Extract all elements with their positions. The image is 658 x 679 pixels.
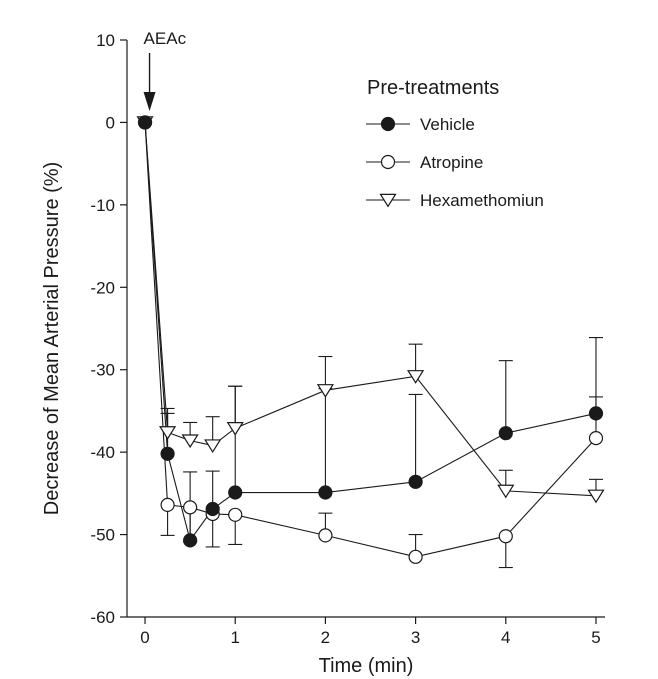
atropine-point (160, 497, 175, 512)
vehicle-point (318, 485, 333, 500)
y-tick-label: -10 (90, 196, 115, 215)
legend-title: Pre-treatments (367, 77, 499, 99)
vehicle-point (183, 533, 198, 548)
y-axis-title: Decrease of Mean Arterial Pressure (%) (41, 162, 63, 515)
annotation-arrow-head (143, 92, 156, 111)
atropine-point (380, 154, 396, 170)
x-tick-label: 0 (140, 628, 149, 647)
hexamethomiun-point (407, 370, 425, 384)
legend-entry-atropine: Atropine (366, 153, 483, 172)
hexamethomiun-point (204, 439, 222, 454)
atropine-point (588, 431, 604, 446)
y-tick-label: -40 (90, 443, 115, 462)
y-tick-label: -20 (90, 278, 115, 297)
x-tick-label: 3 (411, 628, 420, 647)
hexamethomiun-point (497, 484, 515, 499)
plot-area (136, 115, 605, 569)
hexamethomiun-point (226, 422, 244, 436)
hexamethomiun-point (316, 384, 334, 398)
markers-atropine (137, 115, 604, 564)
x-tick-label: 4 (501, 628, 510, 647)
x-axis-title: Time (min) (319, 655, 414, 677)
vehicle-point (228, 485, 243, 500)
vehicle-point (588, 406, 604, 421)
legend-label: Atropine (420, 153, 483, 172)
hexamethomiun-point (181, 434, 199, 449)
hexamethomiun-point (159, 426, 177, 440)
x-axis-ticks: 0 1 2 3 4 5 (140, 617, 601, 647)
y-tick-label: -30 (90, 361, 115, 380)
atropine-point (408, 549, 423, 564)
hexamethomiun-point (379, 193, 397, 208)
vehicle-point (205, 501, 220, 517)
vehicle-point (380, 116, 396, 132)
legend-entry-hexamethomiun: Hexamethomiun (366, 191, 544, 210)
y-axis-ticks: 10 0 -10 -20 -30 -40 -50 -60 (90, 31, 127, 627)
series-vehicle (144, 122, 603, 542)
y-tick-label: -50 (90, 526, 115, 545)
axes: 10 0 -10 -20 -30 -40 -50 -60 0 1 2 3 4 5 (90, 31, 605, 647)
vehicle-point (408, 474, 423, 489)
annotation-label: AEAc (144, 29, 187, 48)
x-tick-label: 5 (591, 628, 600, 647)
y-tick-label: -60 (90, 608, 115, 627)
y-tick-label: 10 (96, 31, 115, 50)
legend: Pre-treatments Vehicle Atropine Hexamethom… (366, 77, 544, 210)
vehicle-point (137, 115, 153, 130)
legend-label: Vehicle (420, 115, 475, 134)
atropine-point (498, 529, 513, 544)
markers-vehicle (137, 115, 604, 548)
hexamethomiun-point (587, 489, 605, 504)
atropine-point (228, 507, 243, 522)
legend-entries: Vehicle Atropine Hexamethomiun (366, 115, 544, 210)
atropine-point (183, 500, 198, 515)
x-tick-label: 1 (230, 628, 239, 647)
y-tick-label: 0 (106, 113, 115, 132)
annotation-group: AEAc (143, 29, 187, 111)
vehicle-point (498, 426, 513, 441)
legend-entry-vehicle: Vehicle (366, 115, 475, 134)
markers-hexamethomiun (136, 116, 605, 504)
atropine-point (318, 528, 333, 543)
x-tick-label: 2 (321, 628, 330, 647)
vehicle-point (160, 446, 175, 461)
series-atropine (144, 122, 603, 569)
legend-label: Hexamethomiun (420, 191, 544, 210)
